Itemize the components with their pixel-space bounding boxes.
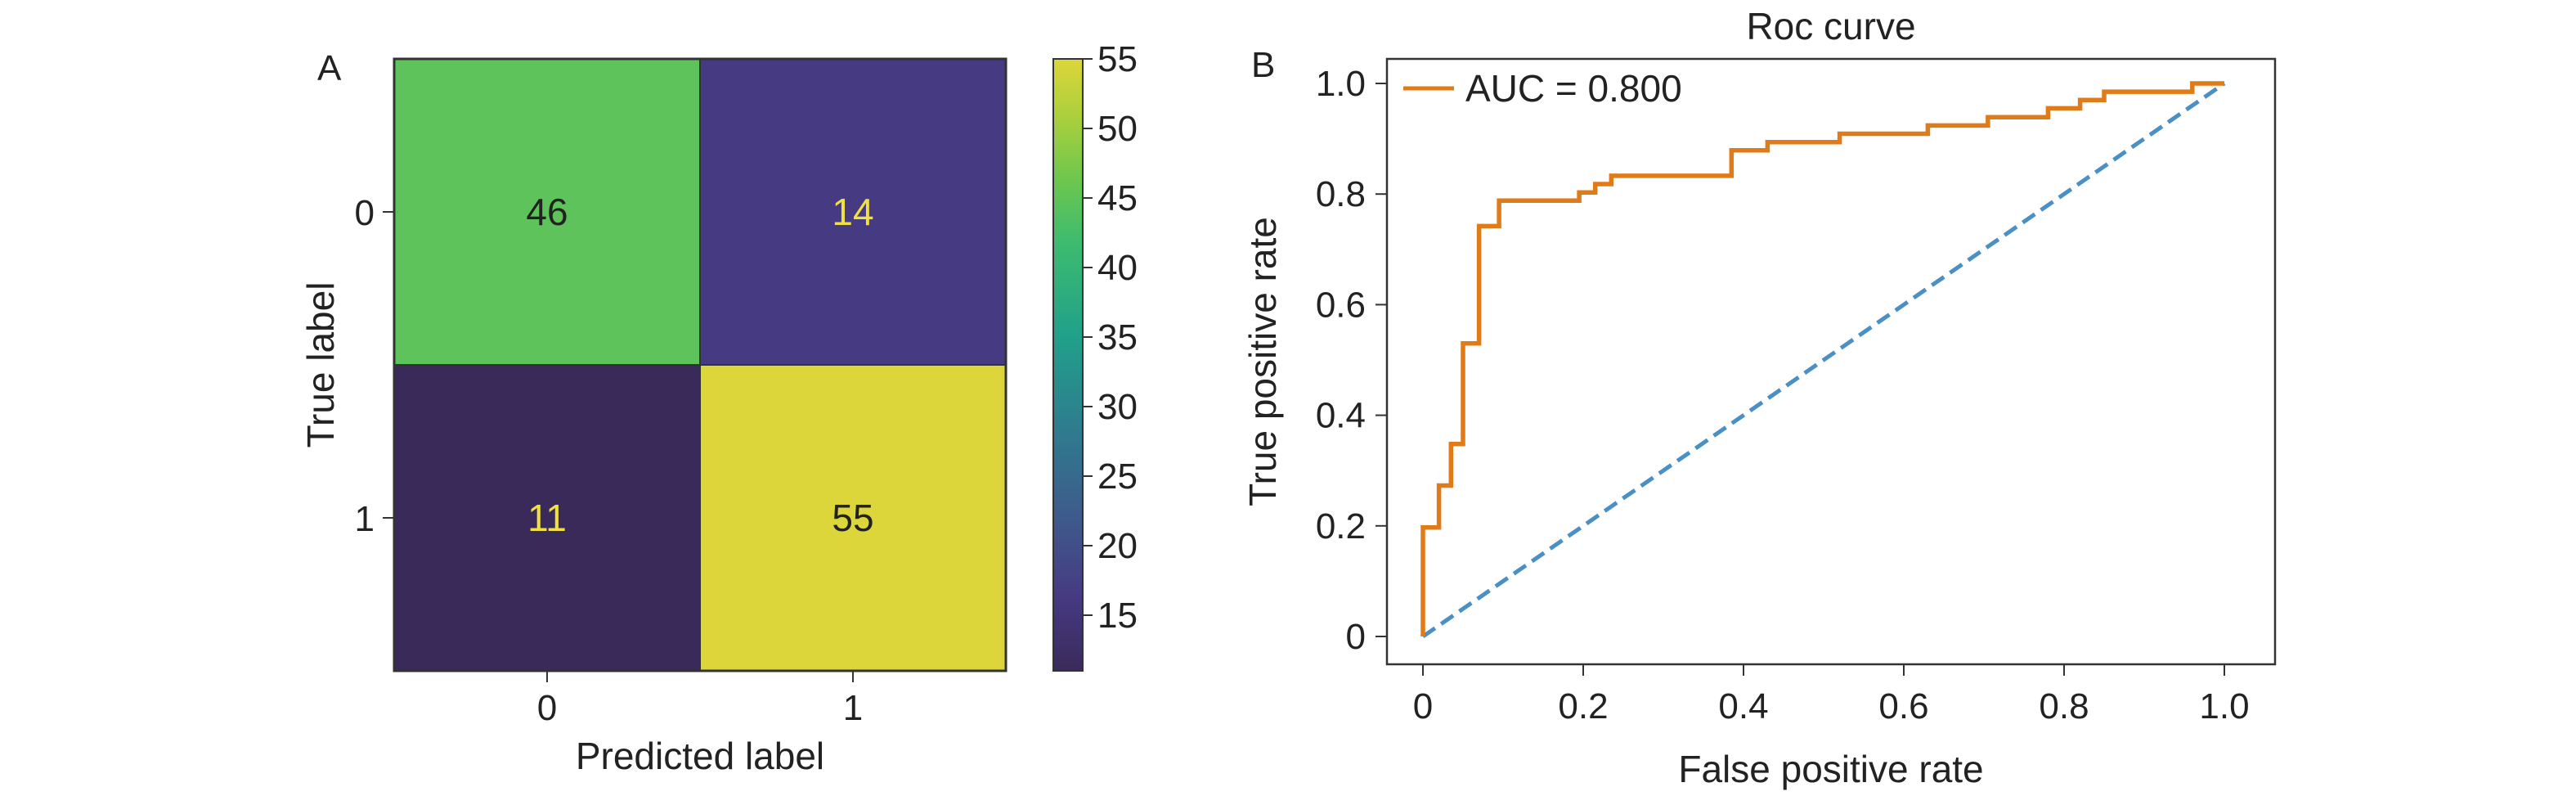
y-tick-label-b-2: 0.4 [1316, 396, 1366, 436]
x-tick-label-b-1: 0.2 [1558, 686, 1608, 726]
confusion-matrix-frame [393, 57, 1008, 672]
colorbar-tick-label-2: 25 [1097, 456, 1138, 497]
colorbar-tick-label-1: 20 [1097, 526, 1138, 566]
colorbar [1052, 58, 1084, 672]
y-tick-label-b-4: 0.8 [1316, 174, 1366, 214]
colorbar-tick-label-4: 35 [1097, 317, 1138, 358]
chart-title-b: Roc curve [1746, 5, 1915, 47]
colorbar-tick-label-5: 40 [1097, 248, 1138, 288]
colorbar-tick-label-6: 45 [1097, 178, 1138, 218]
confusion-matrix-panel: A 46 14 11 55 0 1 0 1 Predicted label True lab… [299, 39, 1138, 777]
x-tick-label-b-5: 1.0 [2199, 686, 2249, 726]
y-axis-title-b: True positive rate [1241, 217, 1284, 506]
roc-panel: B Roc curve 0 0.2 0.4 0.6 0.8 1.0 0 0.2 0.4 0.6 0.… [1241, 5, 2277, 790]
confusion-matrix-ticks: 0 1 0 1 [355, 193, 864, 728]
matrix-cell-0-0 [393, 58, 701, 366]
colorbar-tick-label-7: 50 [1097, 109, 1138, 149]
legend: AUC = 0.800 [1403, 67, 1682, 110]
roc-curve-line [1420, 81, 2224, 636]
plot-frame-b [1385, 57, 2277, 666]
y-tick-label-a-1: 1 [355, 499, 375, 539]
panel-label-a: A [317, 48, 342, 88]
roc-series-layer [1420, 81, 2226, 639]
x-tick-label-a-0: 0 [537, 688, 557, 728]
matrix-cell-0-1 [699, 58, 1007, 366]
x-tick-label-a-1: 1 [843, 688, 863, 728]
panel-label-b: B [1251, 45, 1275, 85]
y-tick-label-a-0: 0 [355, 193, 375, 233]
matrix-value-0-1: 14 [832, 191, 873, 233]
roc-axis-ticks: 0 0.2 0.4 0.6 0.8 1.0 0 0.2 0.4 0.6 0.8 1.0 [1316, 64, 2250, 726]
matrix-value-1-0: 11 [527, 497, 567, 539]
chance-diagonal-line [1421, 81, 2226, 639]
y-axis-title-a: True label [299, 282, 342, 448]
colorbar-tick-label-8: 55 [1097, 39, 1138, 79]
matrix-value-0-0: 46 [526, 191, 568, 233]
colorbar-ticks: 15 20 25 30 35 40 45 50 55 [1083, 39, 1138, 636]
y-tick-label-b-0: 0 [1346, 617, 1366, 657]
y-tick-label-b-1: 0.2 [1316, 506, 1366, 546]
x-axis-title-b: False positive rate [1678, 748, 1983, 790]
x-tick-label-b-4: 0.8 [2039, 686, 2089, 726]
legend-label-auc: AUC = 0.800 [1465, 67, 1682, 110]
colorbar-tick-label-3: 30 [1097, 387, 1138, 427]
confusion-matrix-cells: 46 14 11 55 [393, 58, 1007, 672]
colorbar-tick-label-0: 15 [1097, 596, 1138, 636]
matrix-cell-1-0 [393, 364, 701, 672]
x-tick-label-b-2: 0.4 [1718, 686, 1768, 726]
y-tick-label-b-5: 1.0 [1316, 64, 1366, 104]
matrix-value-1-1: 55 [832, 497, 873, 539]
x-axis-title-a: Predicted label [576, 735, 824, 777]
matrix-cell-1-1 [699, 364, 1007, 672]
x-tick-label-b-0: 0 [1413, 686, 1433, 726]
y-tick-label-b-3: 0.6 [1316, 285, 1366, 325]
x-tick-label-b-3: 0.6 [1878, 686, 1928, 726]
